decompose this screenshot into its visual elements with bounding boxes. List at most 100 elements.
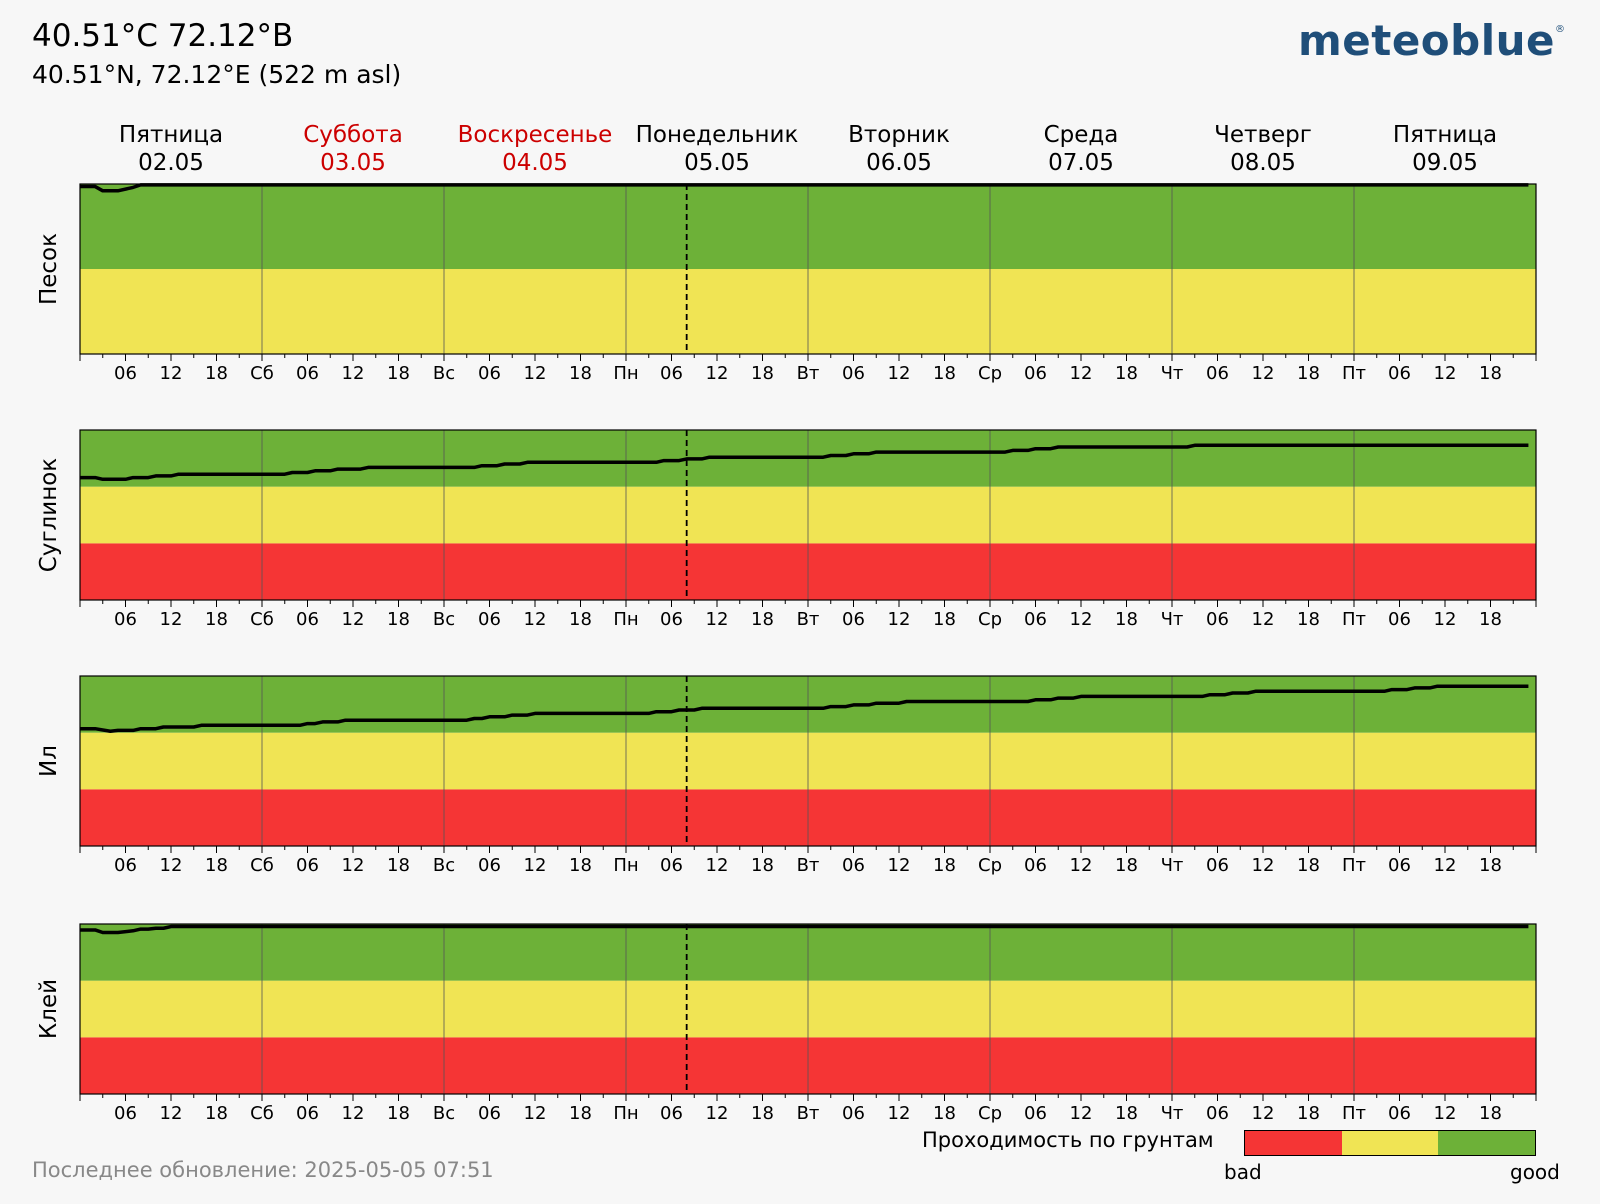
panel-3-hour-tick-label: 06 [114, 1103, 137, 1124]
day-date-0: 02.05 [138, 150, 204, 176]
panel-0-day-tick-label: Сб [250, 363, 274, 384]
panel-1-day-tick-label: Пт [1342, 609, 1366, 630]
day-date-2: 04.05 [502, 150, 568, 176]
panel-2-hour-tick-label: 06 [660, 855, 683, 876]
day-name-1: Суббота [303, 122, 403, 148]
panel-2-hour-tick-label: 06 [1206, 855, 1229, 876]
panel-1-hour-tick-label: 12 [888, 609, 911, 630]
panel-3-day-tick-label: Пт [1342, 1103, 1366, 1124]
panel-0-hour-tick-label: 12 [1434, 363, 1457, 384]
panel-0-hour-tick-label: 12 [706, 363, 729, 384]
panel-0-hour-tick-label: 18 [751, 363, 774, 384]
panel-2-ylabel: Ил [36, 745, 62, 777]
day-name-3: Понедельник [636, 122, 799, 148]
panel-3-day-tick-label: Вс [433, 1103, 455, 1124]
panel-2-hour-tick-label: 06 [842, 855, 865, 876]
legend-bad-label: bad [1224, 1160, 1262, 1184]
panel-0-hour-tick-label: 12 [160, 363, 183, 384]
panel-2-hour-tick-label: 12 [1070, 855, 1093, 876]
meteoblue-logo[interactable]: meteoblue® [1298, 16, 1566, 65]
panel-1-hour-tick-label: 06 [296, 609, 319, 630]
logo-registered-mark: ® [1555, 24, 1566, 35]
panel-3-day-tick-label: Вт [797, 1103, 820, 1124]
day-date-7: 09.05 [1412, 150, 1478, 176]
panel-2-hour-tick-label: 12 [888, 855, 911, 876]
panel-1-hour-tick-label: 18 [387, 609, 410, 630]
panel-2-day-tick-label: Чт [1161, 855, 1184, 876]
panel-1-hour-tick-label: 12 [1070, 609, 1093, 630]
panel-0-day-tick-label: Ср [978, 363, 1002, 384]
legend-color-bar [1244, 1130, 1536, 1156]
panel-1-hour-tick-label: 12 [342, 609, 365, 630]
panel-3-hour-tick-label: 18 [1479, 1103, 1502, 1124]
day-name-4: Вторник [848, 122, 950, 148]
panel-1-day-tick-label: Вс [433, 609, 455, 630]
panel-3-hour-tick-label: 06 [1206, 1103, 1229, 1124]
panel-3-day-tick-label: Чт [1161, 1103, 1184, 1124]
panel-0-hour-tick-label: 12 [1070, 363, 1093, 384]
day-name-2: Воскресенье [458, 122, 613, 148]
day-date-3: 05.05 [684, 150, 750, 176]
panel-2-hour-tick-label: 06 [1024, 855, 1047, 876]
day-date-4: 06.05 [866, 150, 932, 176]
panel-2-day-tick-label: Вс [433, 855, 455, 876]
panel-0-hour-tick-label: 18 [933, 363, 956, 384]
panel-0-day-tick-label: Пн [613, 363, 638, 384]
panel-0-hour-tick-label: 06 [660, 363, 683, 384]
panel-0-day-tick-label: Пт [1342, 363, 1366, 384]
panel-2-day-tick-label: Пн [613, 855, 638, 876]
panel-1-hour-tick-label: 12 [524, 609, 547, 630]
panel-1-hour-tick-label: 18 [751, 609, 774, 630]
panel-1-hour-tick-label: 12 [1252, 609, 1275, 630]
panel-3-hour-tick-label: 18 [205, 1103, 228, 1124]
panel-2-hour-tick-label: 06 [1388, 855, 1411, 876]
panel-1-hour-tick-label: 06 [114, 609, 137, 630]
panel-0-hour-tick-label: 06 [1024, 363, 1047, 384]
panel-1-hour-tick-label: 06 [478, 609, 501, 630]
panel-3-hour-tick-label: 18 [569, 1103, 592, 1124]
panel-0-hour-tick-label: 06 [114, 363, 137, 384]
panel-0-hour-tick-label: 18 [1115, 363, 1138, 384]
panel-0-hour-tick-label: 18 [569, 363, 592, 384]
panel-0-hour-tick-label: 18 [387, 363, 410, 384]
panel-0-hour-tick-label: 06 [842, 363, 865, 384]
logo-text: meteoblue [1298, 16, 1556, 65]
panel-3-day-tick-label: Пн [613, 1103, 638, 1124]
panel-2-hour-tick-label: 18 [387, 855, 410, 876]
panel-3-day-tick-label: Сб [250, 1103, 274, 1124]
panel-1-hour-tick-label: 06 [842, 609, 865, 630]
panel-1-hour-tick-label: 12 [160, 609, 183, 630]
panel-3-hour-tick-label: 18 [387, 1103, 410, 1124]
location-coordinates: 40.51°N, 72.12°E (522 m asl) [32, 60, 402, 89]
panel-2-hour-tick-label: 06 [478, 855, 501, 876]
panel-2-hour-tick-label: 18 [751, 855, 774, 876]
panel-1-day-tick-label: Вт [797, 609, 820, 630]
panel-0-day-tick-label: Вт [797, 363, 820, 384]
panel-3-hour-tick-label: 12 [1434, 1103, 1457, 1124]
panel-1-hour-tick-label: 06 [660, 609, 683, 630]
panel-0-day-tick-label: Чт [1161, 363, 1184, 384]
last-update-text: Последнее обновление: 2025-05-05 07:51 [32, 1158, 494, 1182]
day-name-7: Пятница [1393, 122, 1497, 148]
legend-title: Проходимость по грунтам [922, 1128, 1214, 1152]
panel-2-day-tick-label: Сб [250, 855, 274, 876]
panel-2-trafficability-line [80, 684, 1529, 733]
panel-1-hour-tick-label: 18 [205, 609, 228, 630]
panel-1-day-tick-label: Пн [613, 609, 638, 630]
panel-2-hour-tick-label: 12 [342, 855, 365, 876]
panel-2-hour-tick-label: 18 [1115, 855, 1138, 876]
panel-1-hour-tick-label: 06 [1206, 609, 1229, 630]
legend-bad-swatch [1245, 1131, 1342, 1155]
panel-0-hour-tick-label: 12 [342, 363, 365, 384]
panel-0-hour-tick-label: 12 [888, 363, 911, 384]
panel-0-hour-tick-label: 06 [1388, 363, 1411, 384]
panel-2-hour-tick-label: 12 [160, 855, 183, 876]
panel-2-hour-tick-label: 18 [569, 855, 592, 876]
panel-2-hour-tick-label: 18 [205, 855, 228, 876]
panel-3-hour-tick-label: 12 [524, 1103, 547, 1124]
panel-1-day-tick-label: Сб [250, 609, 274, 630]
panel-0-hour-tick-label: 06 [478, 363, 501, 384]
panel-3-trafficability-line [80, 924, 1529, 935]
panel-3-hour-tick-label: 06 [1024, 1103, 1047, 1124]
